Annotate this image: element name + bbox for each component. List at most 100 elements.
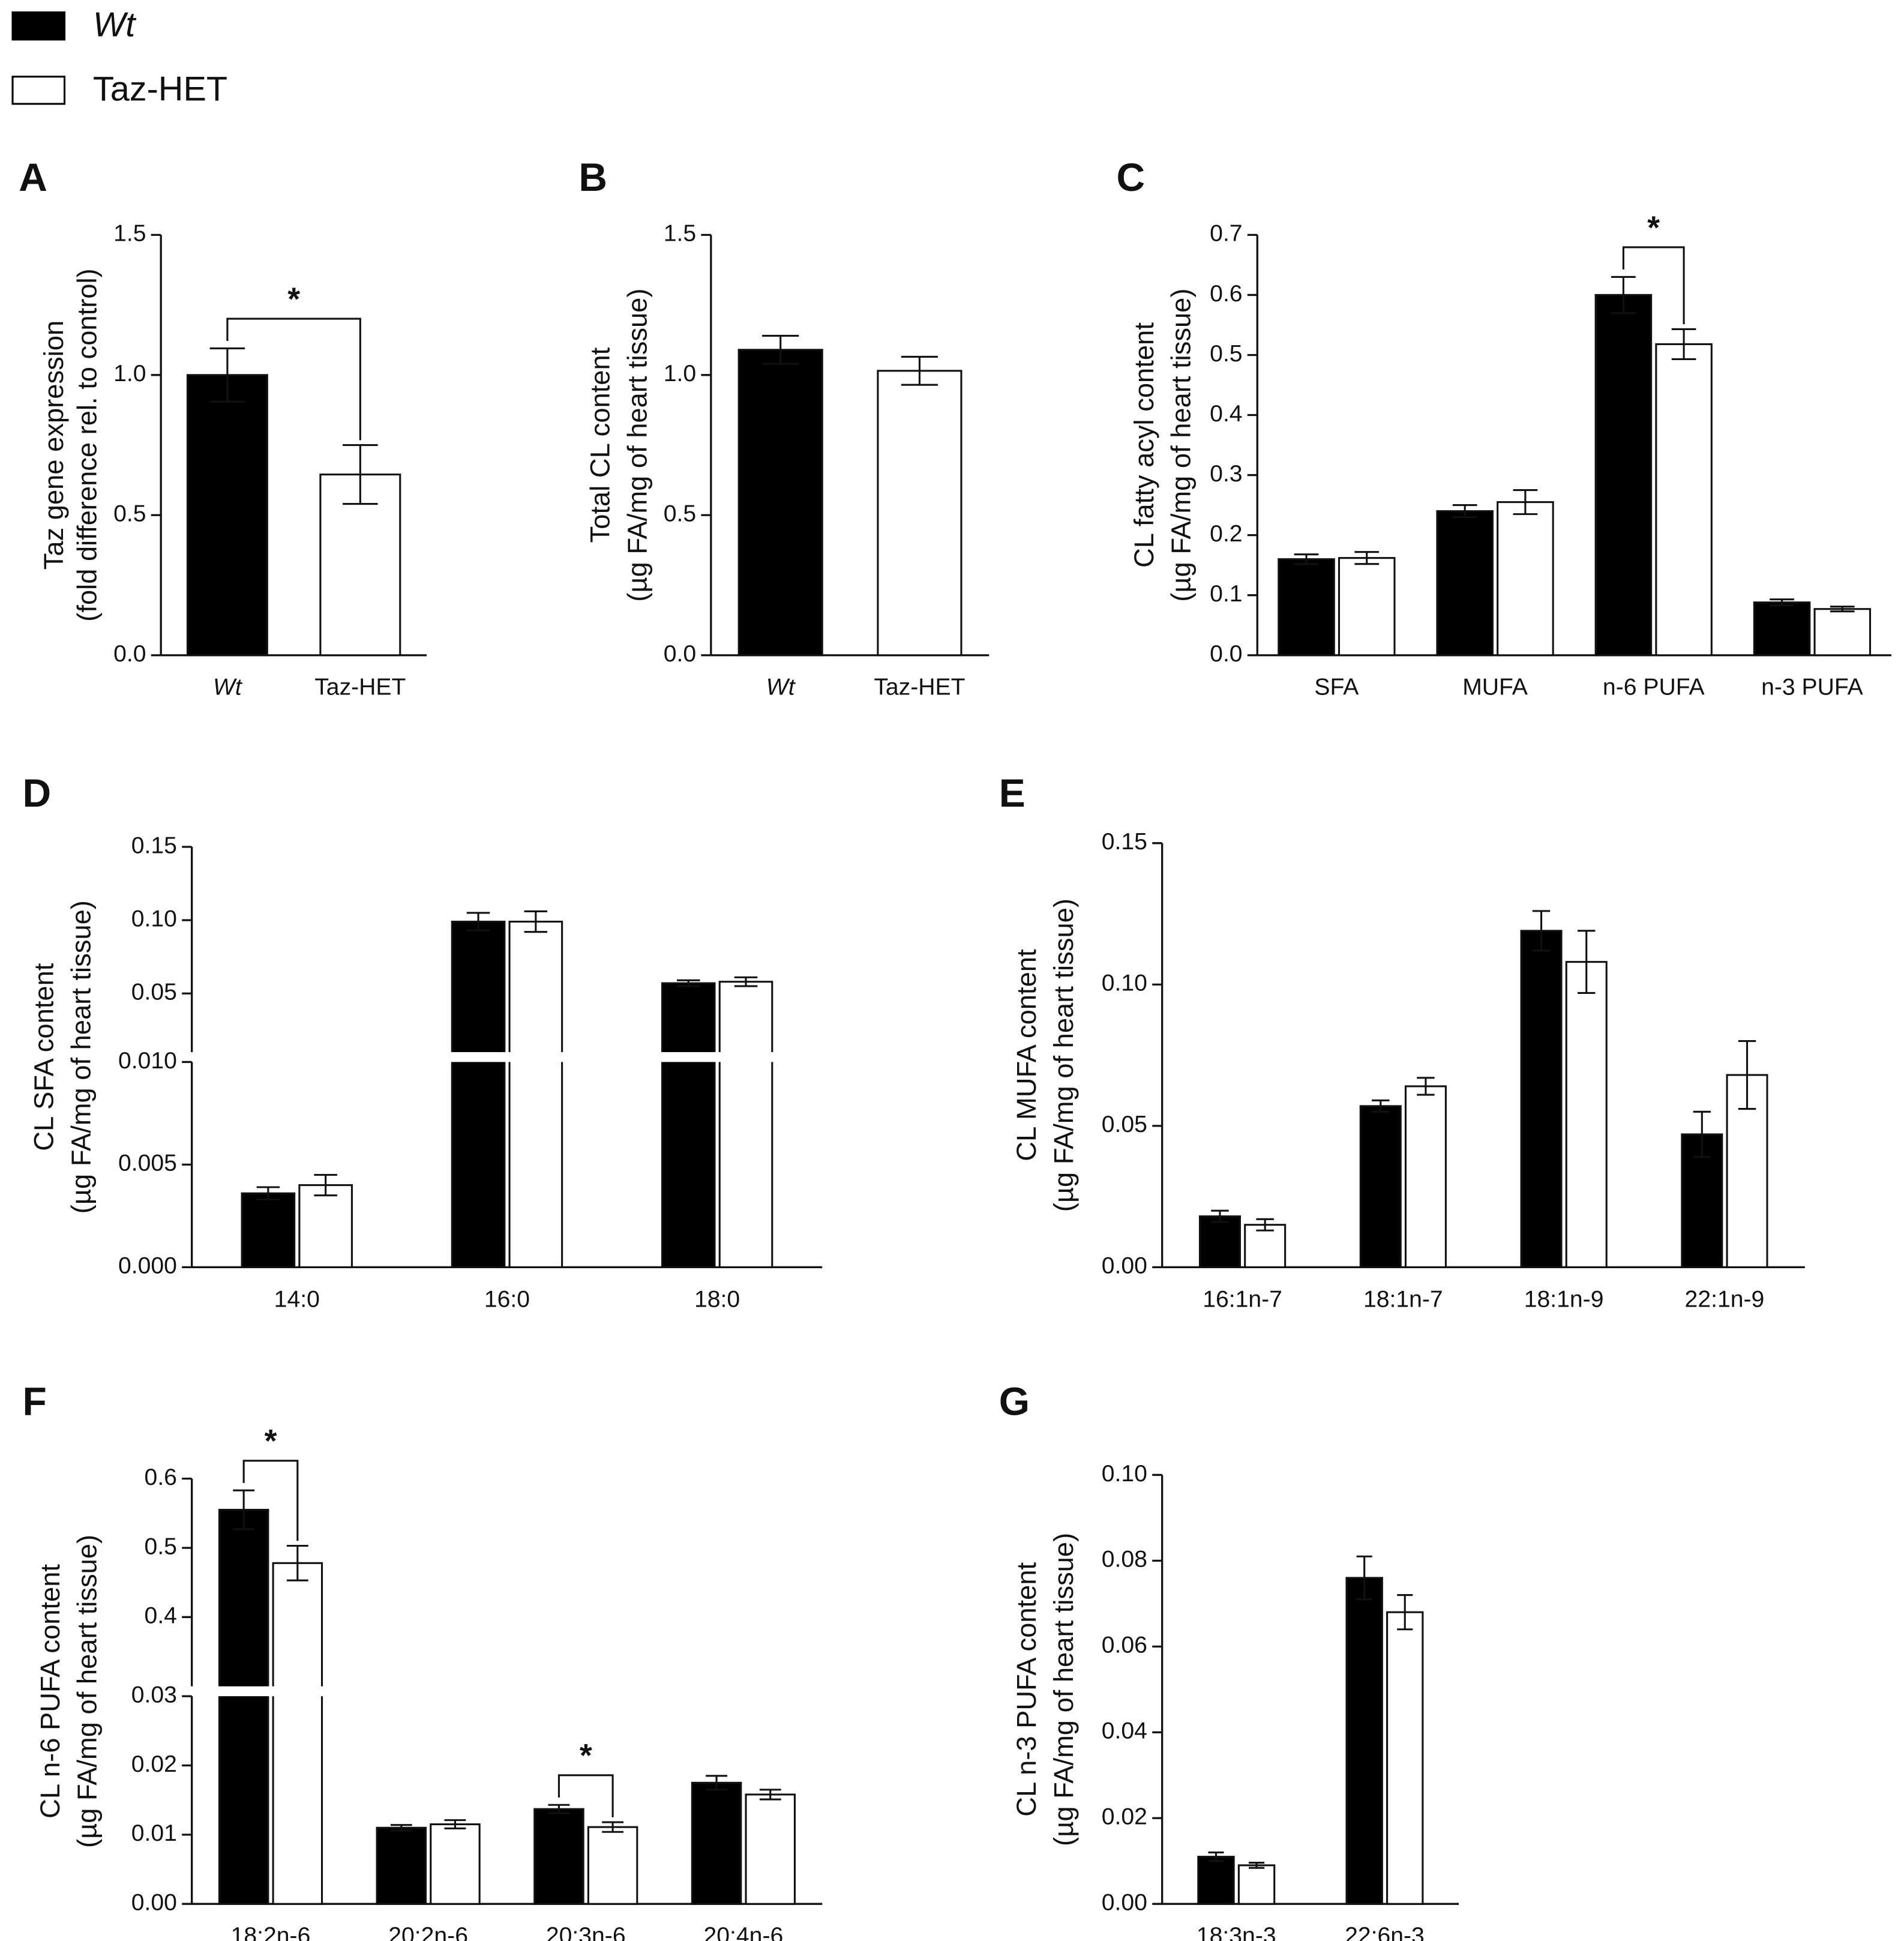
error-bar xyxy=(1294,553,1319,565)
bar xyxy=(1520,930,1563,1268)
y-tick-label: 0.0 xyxy=(1210,641,1242,667)
bar xyxy=(1278,558,1335,657)
x-tick-label: 16:1n-7 xyxy=(1203,1286,1282,1312)
significance-label: * xyxy=(580,1738,592,1774)
y-tick-label: 0.01 xyxy=(131,1820,177,1846)
panel: A Taz gene expression (fold difference rel… xyxy=(19,155,427,700)
error-bar xyxy=(233,1489,255,1530)
y-tick-label: 0.005 xyxy=(118,1151,177,1176)
panel: D CL SFA content (µg FA/mg of heart tissue… xyxy=(22,771,823,1312)
axis-break xyxy=(506,1052,565,1062)
bar xyxy=(241,1192,296,1268)
panel: B Total CL content (µg FA/mg of heart tiss… xyxy=(578,155,990,700)
bar xyxy=(376,1826,427,1905)
x-tick-label: 22:1n-9 xyxy=(1685,1286,1765,1312)
y-tick-label: 0.04 xyxy=(1102,1718,1147,1744)
y-tick-label: 0.10 xyxy=(1102,1461,1147,1487)
y-tick-label: 0.5 xyxy=(145,1533,177,1559)
bar xyxy=(745,1793,796,1905)
y-axis-label: Total CL content xyxy=(585,347,616,543)
panel: E CL MUFA content (µg FA/mg of heart tissu… xyxy=(999,771,1805,1312)
error-bar xyxy=(466,912,490,931)
error-bar xyxy=(390,1824,412,1832)
x-tick-label: Taz-HET xyxy=(314,675,406,700)
bar xyxy=(1436,510,1494,657)
y-tick-label: 0.05 xyxy=(131,980,177,1005)
legend-swatch xyxy=(11,11,66,41)
error-bar xyxy=(1248,1862,1265,1869)
bar xyxy=(1198,1215,1241,1268)
y-tick-label: 0.5 xyxy=(664,501,696,527)
error-bar xyxy=(209,347,245,403)
axis-break xyxy=(532,1686,586,1697)
error-bar xyxy=(444,1819,466,1830)
bar xyxy=(1338,557,1396,657)
bar xyxy=(718,981,773,1268)
x-tick-label: n-6 PUFA xyxy=(1603,675,1705,700)
y-tick-label: 1.0 xyxy=(664,361,696,387)
y-axis-label: (µg FA/mg of heart tissue) xyxy=(65,900,96,1214)
error-bar xyxy=(1532,910,1551,952)
bar xyxy=(272,1562,323,1905)
error-bar xyxy=(706,1775,727,1791)
error-bar xyxy=(1397,1594,1413,1631)
x-tick-label: SFA xyxy=(1314,675,1359,700)
error-bar xyxy=(1356,1555,1372,1601)
y-axis-label: (µg FA/mg of heart tissue) xyxy=(1048,898,1079,1212)
panel-letter: D xyxy=(22,771,51,815)
y-tick-label: 0.02 xyxy=(1102,1804,1147,1830)
axis-break xyxy=(586,1686,640,1697)
bar xyxy=(1404,1085,1447,1268)
legend-label: Wt xyxy=(93,6,137,44)
y-axis-label: CL MUFA content xyxy=(1011,949,1042,1161)
bar xyxy=(451,921,506,1268)
panel-letter: A xyxy=(19,155,47,199)
x-tick-label: 18:0 xyxy=(694,1286,740,1312)
error-bar xyxy=(1738,1040,1756,1110)
significance-bracket xyxy=(1622,246,1685,325)
y-tick-label: 0.010 xyxy=(118,1048,177,1074)
error-bar xyxy=(1256,1218,1274,1232)
axis-break xyxy=(428,1686,482,1697)
error-bar xyxy=(901,355,938,386)
y-axis-label: CL SFA content xyxy=(29,963,59,1151)
y-axis-label: CL n-3 PUFA content xyxy=(1011,1562,1042,1816)
y-tick-label: 0.00 xyxy=(1102,1253,1147,1279)
y-tick-label: 0.06 xyxy=(1102,1633,1147,1658)
error-bar xyxy=(676,979,700,987)
y-axis-label: CL n-6 PUFA content xyxy=(35,1564,65,1819)
panel-letter: E xyxy=(999,771,1026,815)
axis-break xyxy=(296,1052,355,1062)
error-bar xyxy=(1211,1209,1229,1223)
y-tick-label: 0.10 xyxy=(131,906,177,931)
bar xyxy=(1497,501,1554,657)
bar xyxy=(218,1508,269,1905)
error-bar xyxy=(1693,1110,1711,1158)
x-tick-label: n-3 PUFA xyxy=(1761,675,1864,700)
y-tick-label: 1.5 xyxy=(113,221,146,247)
error-bar xyxy=(548,1804,570,1814)
y-axis-label: CL fatty acyl content xyxy=(1129,322,1159,568)
y-axis-label: (µg FA/mg of heart tissue) xyxy=(1048,1533,1079,1846)
x-tick-label: MUFA xyxy=(1462,675,1528,700)
bar xyxy=(1655,343,1713,657)
x-tick-label: 22:6n-3 xyxy=(1345,1923,1425,1941)
bar xyxy=(1594,293,1653,657)
x-tick-label: 20:2n-6 xyxy=(388,1923,468,1941)
y-tick-label: 0.00 xyxy=(131,1890,177,1916)
axis-break xyxy=(689,1686,743,1697)
x-tick-label: 16:0 xyxy=(484,1286,530,1312)
bar xyxy=(877,370,963,657)
x-tick-label: 18:3n-3 xyxy=(1197,1923,1276,1941)
y-tick-label: 0.03 xyxy=(131,1682,177,1708)
y-tick-label: 0.5 xyxy=(113,501,146,527)
y-tick-label: 0.08 xyxy=(1102,1547,1147,1572)
y-tick-label: 0.3 xyxy=(1210,461,1242,487)
bar xyxy=(1237,1864,1276,1905)
y-axis-label: Taz gene expression xyxy=(38,320,69,570)
y-tick-label: 0.15 xyxy=(1102,829,1147,855)
axis-break xyxy=(217,1686,271,1697)
error-bar xyxy=(734,976,758,987)
bar xyxy=(1345,1577,1383,1905)
